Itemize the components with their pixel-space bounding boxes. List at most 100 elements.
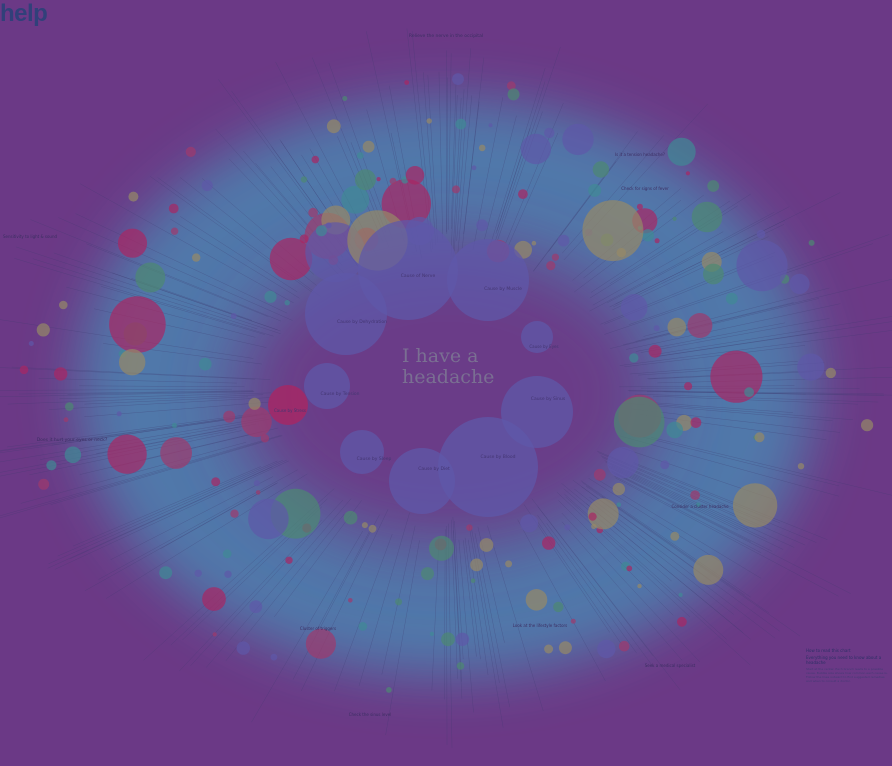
legend-panel: How to read this chart Everything you ne… <box>806 648 890 760</box>
bubble <box>808 239 815 246</box>
bubble <box>63 417 69 423</box>
spoke-line <box>448 53 452 230</box>
bubble-cause-muscle <box>447 239 529 321</box>
bubble <box>171 422 177 428</box>
bubble <box>626 565 633 572</box>
spoke-line <box>411 31 434 250</box>
spoke-line <box>653 404 853 420</box>
bubble <box>507 88 520 101</box>
bubble <box>386 687 392 693</box>
label-cause-dehydration: Cause by Dehydration <box>337 319 387 325</box>
center-bubbles <box>268 220 573 517</box>
spoke-line <box>51 415 257 446</box>
bubble <box>797 353 825 381</box>
bubble <box>684 382 693 391</box>
spoke-line <box>59 392 272 399</box>
bubble <box>456 662 465 670</box>
bubble <box>230 313 237 319</box>
bubble <box>248 498 289 540</box>
spoke-line <box>0 417 235 452</box>
bubble <box>616 502 622 508</box>
spoke-line <box>537 515 637 654</box>
bubble <box>506 81 516 91</box>
spoke-line <box>18 390 254 395</box>
spoke-line <box>619 385 795 388</box>
spoke-line <box>190 499 344 666</box>
spoke-line <box>563 488 672 582</box>
spoke-line <box>615 192 841 305</box>
bubble <box>725 292 738 305</box>
spoke-line <box>206 498 352 668</box>
spoke-line <box>497 111 543 242</box>
spoke-line <box>7 394 264 405</box>
spoke-line <box>84 396 249 405</box>
spoke-line <box>456 48 471 241</box>
bubble <box>690 490 700 500</box>
spoke-line <box>86 243 269 317</box>
bubble-cause-sleep <box>340 430 384 474</box>
bubble <box>695 502 701 508</box>
spoke-line <box>613 224 785 308</box>
spoke-line <box>653 402 794 413</box>
spoke-line <box>533 161 617 272</box>
bubble <box>653 325 660 332</box>
spoke-line <box>657 377 892 384</box>
bubble <box>299 234 309 244</box>
spoke-line <box>452 517 462 682</box>
bubble <box>736 240 788 292</box>
spoke-line <box>0 391 254 397</box>
bubble <box>666 421 683 439</box>
spoke-line <box>328 62 393 240</box>
legend-subtitle: Everything you need to know about a head… <box>806 655 882 665</box>
bubble-cause-dehydration <box>305 273 387 355</box>
label-top: Relieve the nerve in the occipital <box>409 33 483 39</box>
label-right-upper: Is it a tension headache? <box>615 152 665 157</box>
bubble <box>311 155 320 164</box>
spoke-line <box>32 258 258 330</box>
spoke-line <box>592 231 724 306</box>
label-cause-stress: Cause by Stress <box>274 408 306 413</box>
spoke-line <box>537 506 654 657</box>
spoke-line <box>0 413 264 451</box>
bubble <box>253 480 260 487</box>
bubble <box>690 417 702 428</box>
bubble <box>525 589 548 611</box>
bubble <box>356 152 364 159</box>
bubble <box>109 296 166 353</box>
spoke-line <box>651 437 892 496</box>
spoke-line <box>451 83 457 230</box>
spoke-line <box>461 101 480 250</box>
spoke-line <box>495 81 546 234</box>
bubble <box>159 566 173 580</box>
spoke-line <box>423 72 436 246</box>
spoke-line <box>180 216 298 293</box>
spoke-line <box>487 525 544 711</box>
label-cause-sleep: Cause by Sleep <box>357 456 392 462</box>
center-title-line2: headache <box>402 366 495 388</box>
spoke-line <box>531 498 681 691</box>
spoke-line <box>98 469 298 580</box>
bubble <box>592 161 610 178</box>
bubble <box>395 598 403 606</box>
spoke-line <box>611 465 767 540</box>
bubble <box>636 203 643 210</box>
spoke-line <box>517 519 606 682</box>
spoke-line <box>601 496 770 614</box>
bubble <box>678 592 683 598</box>
spoke-line <box>468 524 504 728</box>
bubble <box>325 222 332 229</box>
spoke-line <box>589 497 776 639</box>
spoke-line <box>533 131 638 272</box>
bubble <box>677 616 687 627</box>
bubble <box>476 219 488 232</box>
spoke-line <box>589 211 775 312</box>
spoke-line <box>607 465 784 550</box>
center-title: I have a headache <box>402 346 602 388</box>
bubble <box>170 227 179 235</box>
spoke-line <box>609 467 738 531</box>
bubble <box>452 185 460 194</box>
bubble <box>212 632 217 637</box>
label-cause-blood: Cause by Blood <box>481 454 516 460</box>
spoke-line <box>80 183 294 304</box>
spoke-line <box>558 500 674 616</box>
